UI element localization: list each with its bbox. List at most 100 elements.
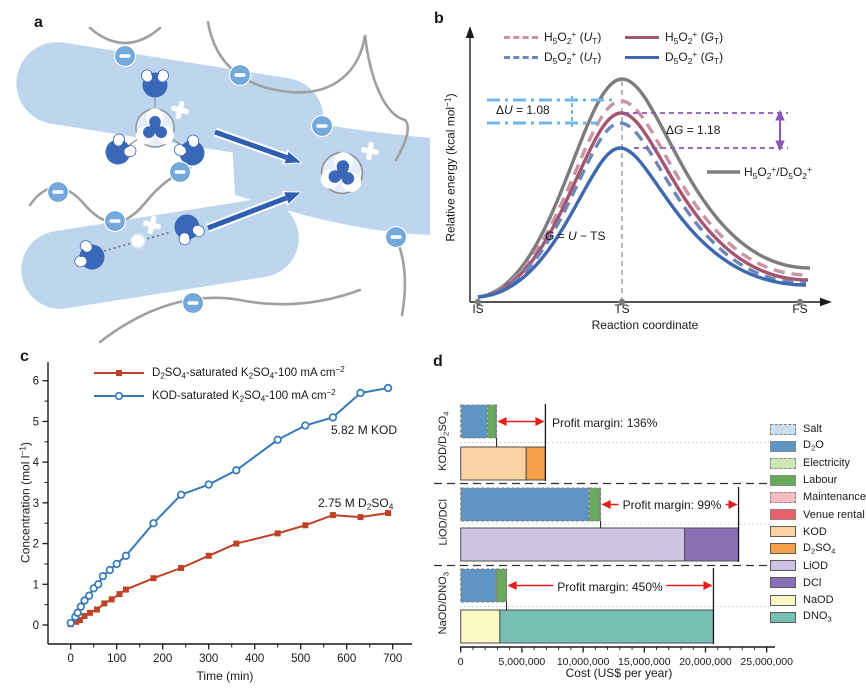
kod-data-point xyxy=(232,466,241,475)
profit-margin-label-1: Profit margin: 136% xyxy=(552,416,658,430)
kod-data-point xyxy=(149,519,158,528)
c-y-tick-label: 6 xyxy=(33,376,39,388)
b-legend-label: D5O2+ (GT) xyxy=(665,48,724,66)
cost-bar-segment-d2o xyxy=(460,404,488,439)
d-legend-swatch xyxy=(770,577,796,589)
b-legend-item-hut: H5O2+ (UT) xyxy=(504,29,601,45)
delta-g-arrow xyxy=(775,109,785,152)
d-x-axis-title: Cost (US$ per year) xyxy=(565,666,673,680)
d-legend-item-dno3: DNO3 xyxy=(770,610,832,625)
d-legend-label: Electricity xyxy=(803,457,851,470)
profit-margin-label-2: Profit margin: 99% xyxy=(618,498,726,513)
panel-d-label: d xyxy=(433,353,443,370)
c-x-tick-label: 700 xyxy=(383,653,402,665)
panel-a-label: a xyxy=(34,14,43,31)
d-legend-item-naod: NaOD xyxy=(770,593,834,608)
d-x-tick-label: 0 xyxy=(458,656,464,668)
negative-charge-icon xyxy=(228,63,252,87)
panel-c-label: c xyxy=(20,348,29,365)
curve-d5o2-gt xyxy=(477,146,807,299)
d-legend-swatch xyxy=(770,474,796,486)
cost-bar-segment-d2o xyxy=(460,568,497,603)
c-y-tick-label: 5 xyxy=(33,416,39,428)
b-x-axis-title: Reaction coordinate xyxy=(591,318,699,332)
delta-g-annotation: ΔG = 1.18 xyxy=(666,123,721,137)
c-y-tick-label: 1 xyxy=(33,579,39,591)
panel-a-illustration xyxy=(16,20,430,344)
revenue-bar-segment-dcl xyxy=(684,527,740,562)
d-legend-item-d2so4: D2SO4 xyxy=(770,541,835,556)
c-legend-label: D2SO4-saturated K2SO4-100 mA cm−2 xyxy=(152,364,345,381)
profit-arrowhead-left xyxy=(507,581,517,590)
d-legend-item-maintenance: Maintenance xyxy=(770,490,866,505)
negative-charge-icon xyxy=(46,180,70,204)
b-legend-item-hgt: H5O2+ (GT) xyxy=(625,29,723,45)
is-point xyxy=(474,298,482,306)
d-tick-marks: 0 5,000,000 10,000,000 15,000,000 20,000,000… xyxy=(458,647,793,668)
d-bars xyxy=(460,404,740,644)
kod-data-point xyxy=(73,608,82,617)
d-legend-item-electricity: Electricity xyxy=(770,456,850,471)
d2so4-series-line xyxy=(70,512,389,626)
polymer-strand xyxy=(88,26,162,45)
y-axis-arrowhead xyxy=(465,26,475,38)
d-group-label-naod-dno3: NaOD/DNO3 xyxy=(436,571,451,635)
profit-arrowhead-right xyxy=(728,500,738,509)
cost-bar-segment-labour xyxy=(588,487,601,522)
water-molecule xyxy=(99,131,139,171)
kod-data-point xyxy=(94,580,103,589)
d-legend-label: DNO3 xyxy=(803,610,832,624)
b-tick-is: IS xyxy=(472,302,484,316)
d-legend-item-d2o: D2O xyxy=(770,439,824,454)
curve-h5o2-d5o2-combined xyxy=(477,77,811,299)
legend-dashed-line-swatch xyxy=(504,35,538,39)
d2so4-data-point xyxy=(116,591,123,598)
x-axis-arrowhead xyxy=(820,297,832,307)
kod-data-point xyxy=(84,591,94,600)
panel-b-label: b xyxy=(434,10,444,27)
d-legend-swatch xyxy=(770,509,796,520)
d-legend-label: Venue rental xyxy=(803,508,865,521)
profit-arrowhead-right xyxy=(535,417,545,426)
d2so4-data-point xyxy=(73,618,80,625)
d2so4-data-point xyxy=(233,540,240,547)
c-y-tick-label: 3 xyxy=(33,498,39,510)
c-legend-item-kod: KOD-saturated K2SO4-100 mA cm−2 xyxy=(92,388,336,403)
d-legend-item-liod: LiOD xyxy=(770,558,828,573)
c-x-tick-label: 300 xyxy=(199,653,218,665)
kod-data-point xyxy=(356,388,365,398)
negative-charge-icon xyxy=(113,44,137,68)
b-legend-item-dgt: D5O2+ (GT) xyxy=(625,48,724,66)
d-legend-label: D2O xyxy=(803,439,824,453)
b-tick-fs: FS xyxy=(792,302,808,316)
c-y-tick-label: 0 xyxy=(33,620,39,632)
d-x-tick-label: 15,000,000 xyxy=(618,656,671,668)
profit-arrowhead-left xyxy=(497,417,507,426)
c-x-tick-label: 200 xyxy=(153,653,172,665)
legend-dashed-line-swatch xyxy=(504,55,538,59)
d-legend-label: D2SO4 xyxy=(803,541,836,556)
polymer-strand xyxy=(394,235,407,317)
cost-bar-segment-labour xyxy=(496,568,507,603)
d2so4-data-point xyxy=(205,552,212,559)
water-channel-shape xyxy=(16,42,430,309)
c-x-tick-label: 0 xyxy=(67,653,73,665)
kod-data-point xyxy=(301,421,310,430)
d-legend-label: Labour xyxy=(803,474,838,487)
d2so4-data-point xyxy=(87,609,94,616)
profit-arrowhead-left xyxy=(601,500,611,509)
d2so4-data-point xyxy=(329,512,336,519)
shared-proton xyxy=(130,233,146,249)
d2so4-data-point xyxy=(274,530,281,537)
d-legend-swatch xyxy=(770,423,796,435)
d-x-tick-label: 10,000,000 xyxy=(557,656,610,668)
d-legend-item-venue: Venue rental xyxy=(770,507,865,522)
hydronium-cluster-icon xyxy=(135,107,175,148)
d-legend-swatch xyxy=(770,440,796,452)
d-group-separators xyxy=(434,442,776,607)
d2so4-final-concentration-annotation: 2.75 M D2SO4 xyxy=(318,496,394,512)
d2so4-data-point xyxy=(101,600,108,607)
c-legend-swatch xyxy=(94,391,144,400)
negative-charge-icon xyxy=(103,209,127,233)
cost-bar-segment-d2o xyxy=(460,487,590,522)
